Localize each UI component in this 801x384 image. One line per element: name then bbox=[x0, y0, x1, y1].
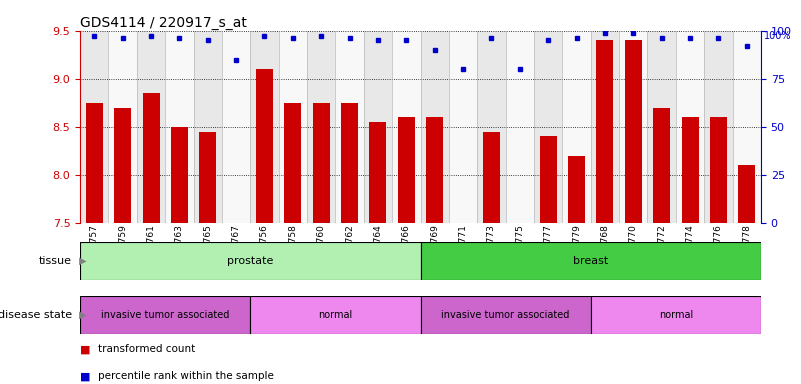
Bar bbox=[250, 31, 279, 223]
Text: transformed count: transformed count bbox=[98, 344, 195, 354]
Bar bbox=[80, 296, 250, 334]
Bar bbox=[194, 31, 222, 223]
Bar bbox=[421, 31, 449, 223]
Bar bbox=[108, 31, 137, 223]
Text: normal: normal bbox=[318, 310, 352, 320]
Bar bbox=[222, 31, 250, 223]
Bar bbox=[505, 31, 534, 223]
Text: prostate: prostate bbox=[227, 256, 273, 266]
Text: ▶: ▶ bbox=[76, 256, 87, 266]
Bar bbox=[80, 242, 421, 280]
Bar bbox=[619, 31, 647, 223]
Bar bbox=[568, 156, 585, 223]
Bar bbox=[682, 117, 698, 223]
Bar bbox=[86, 103, 103, 223]
Text: invasive tumor associated: invasive tumor associated bbox=[441, 310, 570, 320]
Bar bbox=[562, 31, 590, 223]
Bar bbox=[341, 103, 358, 223]
Text: disease state: disease state bbox=[0, 310, 72, 320]
Bar bbox=[647, 31, 676, 223]
Bar bbox=[653, 108, 670, 223]
Bar bbox=[477, 31, 505, 223]
Bar bbox=[165, 31, 194, 223]
Bar bbox=[199, 132, 216, 223]
Text: ■: ■ bbox=[80, 371, 94, 381]
Text: tissue: tissue bbox=[39, 256, 72, 266]
Text: normal: normal bbox=[658, 310, 693, 320]
Text: invasive tumor associated: invasive tumor associated bbox=[101, 310, 229, 320]
Bar bbox=[250, 296, 421, 334]
Text: percentile rank within the sample: percentile rank within the sample bbox=[98, 371, 274, 381]
Bar bbox=[421, 242, 761, 280]
Bar bbox=[733, 31, 761, 223]
Bar bbox=[483, 132, 500, 223]
Text: 100%: 100% bbox=[763, 31, 791, 41]
Bar bbox=[392, 31, 421, 223]
Bar bbox=[625, 40, 642, 223]
Text: ■: ■ bbox=[80, 344, 94, 354]
Bar bbox=[540, 136, 557, 223]
Bar bbox=[284, 103, 301, 223]
Bar bbox=[739, 165, 755, 223]
Bar bbox=[143, 93, 159, 223]
Bar bbox=[115, 108, 131, 223]
Bar bbox=[336, 31, 364, 223]
Bar bbox=[421, 296, 590, 334]
Bar bbox=[307, 31, 336, 223]
Bar bbox=[710, 117, 727, 223]
Bar bbox=[171, 127, 188, 223]
Bar bbox=[279, 31, 307, 223]
Bar bbox=[597, 40, 614, 223]
Bar bbox=[534, 31, 562, 223]
Bar bbox=[369, 122, 386, 223]
Bar bbox=[426, 117, 443, 223]
Bar bbox=[80, 31, 108, 223]
Bar bbox=[449, 31, 477, 223]
Bar bbox=[137, 31, 165, 223]
Bar bbox=[364, 31, 392, 223]
Bar bbox=[590, 31, 619, 223]
Bar bbox=[312, 103, 330, 223]
Text: ▶: ▶ bbox=[76, 310, 87, 320]
Text: breast: breast bbox=[573, 256, 609, 266]
Bar bbox=[590, 296, 761, 334]
Bar bbox=[398, 117, 415, 223]
Text: GDS4114 / 220917_s_at: GDS4114 / 220917_s_at bbox=[80, 16, 247, 30]
Bar bbox=[676, 31, 704, 223]
Bar bbox=[704, 31, 733, 223]
Bar bbox=[256, 69, 273, 223]
